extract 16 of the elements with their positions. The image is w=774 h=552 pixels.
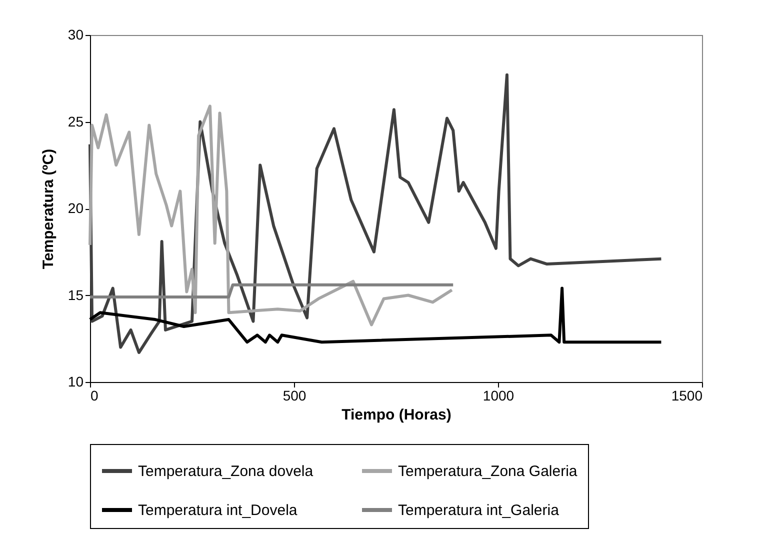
- x-tick-label: 1000: [482, 388, 514, 404]
- x-tick-label: 1500: [671, 388, 703, 404]
- line-series: [88, 104, 454, 326]
- legend-label: Temperatura int_Galeria: [398, 502, 560, 519]
- x-axis-title: Tiempo (Horas): [342, 406, 452, 424]
- y-tick-label: 20: [68, 200, 84, 216]
- y-tick-label: 10: [68, 374, 84, 390]
- legend-label: Temperatura_Zona Galeria: [398, 463, 578, 480]
- x-tick-label: 0: [90, 388, 98, 404]
- legend-label: Temperatura_Zona dovela: [138, 463, 314, 480]
- y-tick-label: 30: [68, 26, 84, 42]
- y-tick-label: 25: [68, 113, 84, 130]
- x-tick-label: 500: [282, 388, 306, 404]
- legend-label: Temperatura int_Dovela: [138, 502, 298, 519]
- y-tick-label: 15: [68, 286, 84, 303]
- y-axis-title: Temperatura (ºC): [40, 148, 57, 270]
